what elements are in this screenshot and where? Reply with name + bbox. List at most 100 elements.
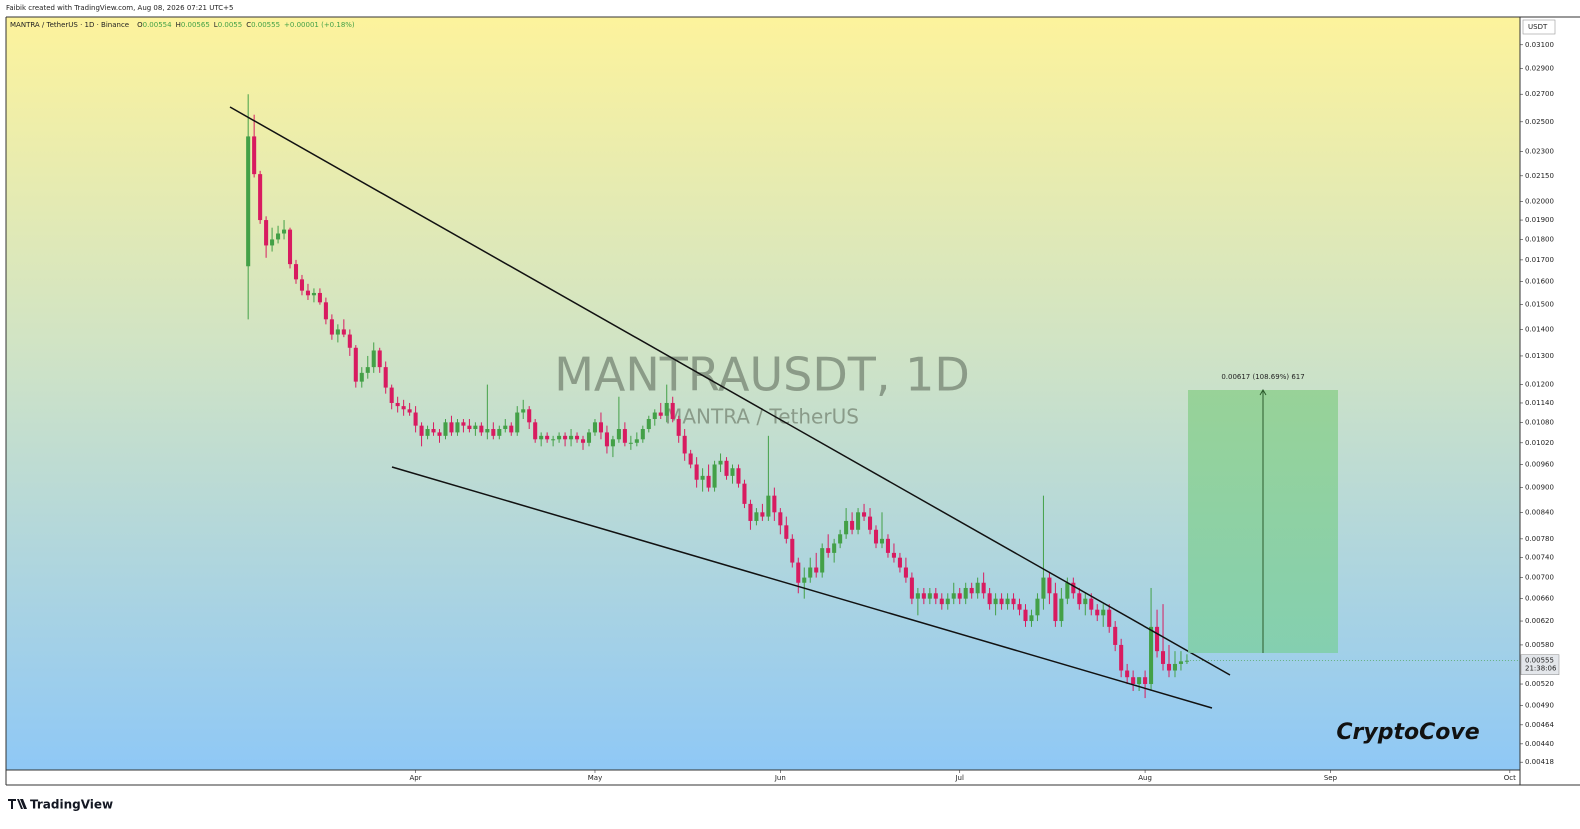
candle-body [401,406,406,410]
candle-body [521,409,526,413]
y-tick-label: 0.02900 [1525,65,1554,73]
candle-body [586,432,592,443]
candle-body [533,422,538,440]
legend-part: 0.0055 [218,21,243,29]
candle-body [395,402,400,407]
candle-body [431,429,436,433]
y-tick-label: 0.00660 [1525,595,1554,603]
candle-body [981,582,986,594]
candle-body [975,582,980,594]
candle-body [808,567,813,578]
candle-body [688,453,693,465]
legend-part: C [246,21,251,29]
candle-body [838,534,843,544]
candle-body [1059,598,1064,622]
candle-body [580,439,586,443]
candle-body [1065,582,1070,599]
trendline-lower [391,466,1213,709]
candle-body [993,598,998,605]
x-tick-label: Apr [410,774,422,782]
y-tick-label: 0.00464 [1525,721,1554,729]
candle-body [539,435,544,440]
candle-body [921,593,926,599]
legend-part: L [214,21,218,29]
candle-body [730,468,735,476]
logo-text: TradingView [30,798,113,812]
candle-body [999,598,1004,605]
legend-part: MANTRA / TetherUS · 1D · Binance [10,21,129,29]
candle-body [515,412,520,433]
candle-body [760,512,765,517]
price-axis: 0.03100 0.02900 0.02700 0.02500 0.02300 0.021… [410,41,1560,782]
candle-body [323,302,328,320]
candle-body [252,136,257,175]
symbol-legend: MANTRA / TetherUS · 1D · Binance O0.00554… [10,21,355,29]
candle-body [293,264,299,280]
countdown: 21:38:06 [1525,665,1557,673]
candle-body [569,435,574,440]
candle-body [455,422,460,433]
candle-body [909,577,914,599]
y-tick-label: 0.01800 [1525,235,1554,243]
currency: USDT [1528,23,1548,31]
candle-body [491,429,496,436]
candle-body [305,290,310,296]
candle-body [957,593,962,599]
candle-body [443,422,448,436]
y-tick-label: 0.01300 [1525,352,1554,360]
candle-body [658,412,663,416]
candle-body [700,475,705,480]
candle-body [1101,609,1106,616]
attribution: Faibik created with TradingView.com, Aug… [6,4,233,12]
candle-body [682,435,687,454]
candle-body [317,292,322,303]
candle-body [592,422,598,433]
legend-part: +0.00001 (+0.18%) [284,21,355,29]
candle-body [341,329,346,335]
candle-body [670,402,675,420]
candle-body [1143,677,1148,685]
candle-body [371,350,376,368]
legend-part: O [137,21,143,29]
candle-body [927,593,932,599]
candle-body [276,233,281,240]
y-tick-label: 0.00580 [1525,641,1554,649]
candle-body [299,279,305,291]
candle-body [742,483,747,504]
candle-body [467,425,472,430]
legend-part: H [176,21,181,29]
candle-body [676,419,681,436]
candle-body [724,460,729,476]
trendline-upper [229,106,1231,676]
candle-body [933,593,938,599]
candle-body [1184,660,1189,662]
candle-body [258,174,263,221]
candle-body [814,567,819,573]
candle-body [856,512,861,530]
candle-body [652,412,657,420]
candle-body [1178,661,1183,664]
plot [246,94,1520,699]
candle-body [551,439,556,441]
candle-body [604,432,609,447]
candle-body [479,425,484,433]
y-tick-label: 0.00840 [1525,508,1554,516]
x-tick-label: May [588,774,602,782]
candle-body [353,347,358,382]
y-tick-label: 0.00418 [1525,758,1554,766]
candle-body [359,372,364,382]
candle-body [335,329,340,335]
candle-body [1023,609,1028,622]
candle-body [891,552,896,558]
candle-body [616,429,621,440]
candle-body [449,422,454,433]
x-tick-label: Oct [1504,774,1516,782]
y-tick-label: 0.02700 [1525,90,1554,98]
candle-body [748,503,753,521]
candle-body [419,425,424,436]
candle-body [987,593,992,605]
candle-body [1077,593,1082,605]
candle-body [1095,609,1100,616]
candle-body [425,429,430,436]
